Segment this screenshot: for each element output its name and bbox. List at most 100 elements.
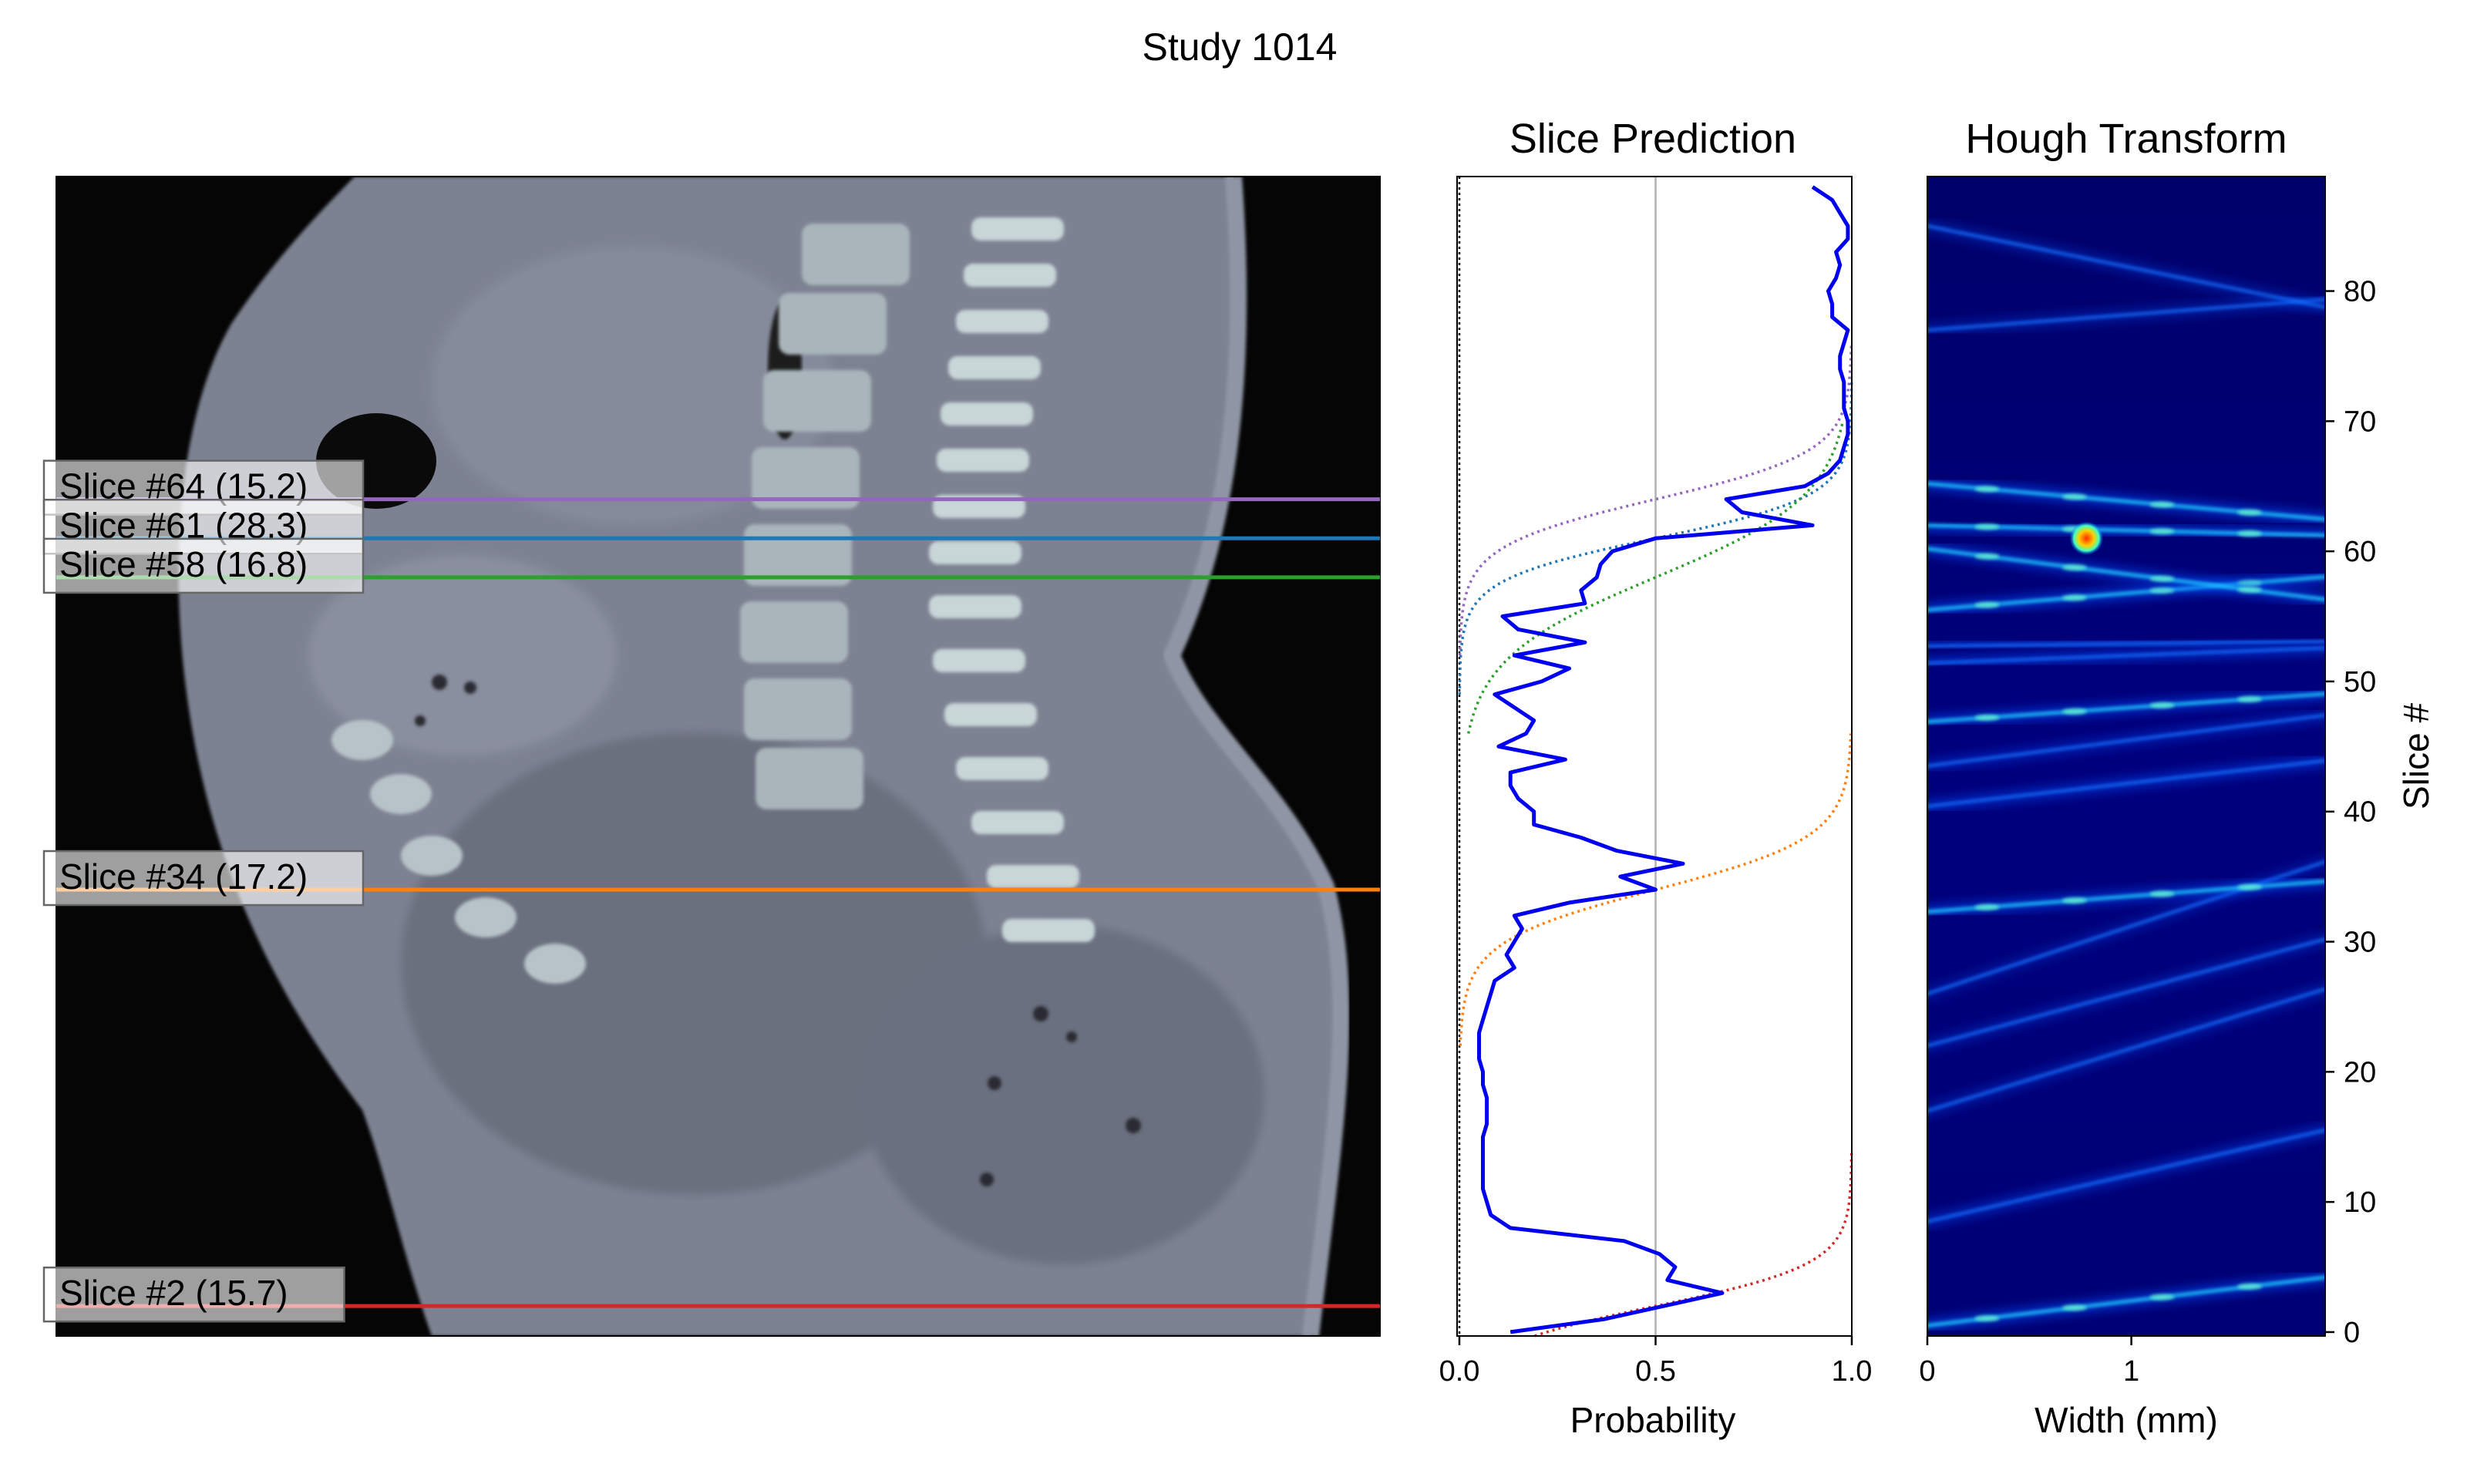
hough-line	[1927, 1128, 2325, 1223]
slice-marker-label: Slice #58 (16.8)	[42, 537, 365, 594]
hough-y-tick-label: 80	[2344, 276, 2376, 308]
hough-y-tick-label: 30	[2344, 927, 2376, 959]
hough-peak	[2149, 1294, 2175, 1301]
prediction-x-label: Probability	[1570, 1400, 1736, 1440]
slice-markers: Slice #64 (15.2)Slice #61 (28.3)Slice #5…	[42, 459, 1380, 1323]
hough-hotspot	[2069, 521, 2104, 556]
vertebral-body	[744, 678, 852, 740]
vertebra-process	[933, 649, 1025, 672]
slice-marker-text: Slice #34 (17.2)	[59, 856, 308, 897]
hough-peak	[2149, 702, 2175, 708]
hough-peak	[2149, 528, 2175, 535]
hough-y-label: Slice #	[2396, 703, 2436, 809]
vertebral-body	[779, 293, 887, 355]
vertebra-process	[1002, 919, 1095, 942]
hough-y-tick-label: 60	[2344, 536, 2376, 568]
vertebral-body	[740, 601, 848, 663]
hough-line	[1927, 646, 2325, 665]
hough-line	[1927, 937, 2325, 1048]
slice-marker-text: Slice #2 (15.7)	[59, 1273, 288, 1313]
prediction-x-tick-label: 0.5	[1635, 1355, 1676, 1388]
hough-y-tick-label: 70	[2344, 405, 2376, 438]
vertebra-process	[929, 541, 1021, 564]
hough-peak	[2236, 1283, 2262, 1290]
vertebra-process	[929, 595, 1021, 618]
ct-scan-image	[56, 177, 1380, 1336]
organ-bright	[370, 774, 432, 814]
prediction-x-tick-label: 0.0	[1439, 1355, 1480, 1388]
vertebra-process	[971, 217, 1064, 241]
hough-y-tick-label: 40	[2344, 796, 2376, 829]
hough-line	[1927, 713, 2325, 768]
vertebral-body	[763, 370, 871, 432]
hough-peak	[2149, 575, 2175, 582]
hough-peak	[1974, 904, 2000, 910]
vertebra-process	[944, 703, 1037, 726]
hough-peak	[1974, 714, 2000, 721]
slice-marker-text: Slice #58 (16.8)	[59, 544, 308, 584]
hough-peak	[2236, 509, 2262, 516]
hough-x-tick-label: 0	[1919, 1355, 1935, 1388]
vertebra-process	[956, 757, 1048, 780]
prediction-x-ticks: 0.0 0.5 1.0	[1439, 1336, 1873, 1388]
vertebral-body	[752, 447, 860, 509]
hough-title: Hough Transform	[1965, 116, 2287, 162]
hough-peak	[2061, 493, 2087, 500]
hough-peak	[2149, 501, 2175, 508]
hough-line	[1927, 298, 2325, 332]
slice-prediction-panel: Slice Prediction 0.0 0.5 1.0 Probability	[1439, 116, 1873, 1440]
hough-peak	[2149, 587, 2175, 594]
ct-image-panel: Slice #64 (15.2)Slice #61 (28.3)Slice #5…	[42, 176, 1381, 1337]
hough-peak	[2149, 890, 2175, 897]
spine-vertebrae	[332, 217, 1095, 984]
vertebra-process	[948, 356, 1041, 379]
hough-line	[1927, 639, 2325, 648]
hough-line	[1927, 987, 2325, 1112]
hough-peak	[2236, 530, 2262, 537]
hough-peak	[1974, 523, 2000, 530]
hough-peak	[2236, 587, 2262, 594]
hough-line	[1927, 759, 2325, 808]
slice-marker-label: Slice #34 (17.2)	[42, 850, 365, 907]
vertebra-process	[956, 310, 1048, 333]
hough-x-label: Width (mm)	[2035, 1400, 2218, 1440]
hough-line	[1927, 224, 2325, 309]
hough-heatmap	[1927, 177, 2325, 1336]
hough-x-tick-label: 1	[2123, 1355, 2139, 1388]
sigmoid-curve	[1466, 420, 1845, 734]
hough-y-ticks: 0 10 20 30 40 50 60 70 80	[2325, 276, 2376, 1349]
hough-y-tick-label: 50	[2344, 666, 2376, 698]
hough-peak	[2061, 897, 2087, 904]
vertebra-process	[941, 402, 1033, 426]
vertebra-process	[937, 449, 1029, 472]
organ-bright	[455, 897, 517, 937]
hough-peak	[1974, 553, 2000, 560]
vertebra-process	[987, 865, 1079, 888]
sigmoid-curve	[1458, 343, 1853, 656]
hough-y-tick-label: 0	[2344, 1317, 2360, 1349]
hough-y-tick-label: 20	[2344, 1056, 2376, 1089]
prediction-title: Slice Prediction	[1509, 116, 1796, 162]
hough-peak	[2061, 594, 2087, 601]
vertebral-body	[756, 748, 863, 809]
prediction-x-tick-label: 1.0	[1832, 1355, 1873, 1388]
hough-y-tick-label: 10	[2344, 1186, 2376, 1219]
vertebra-process	[971, 811, 1064, 834]
hough-peak	[2061, 708, 2087, 715]
organ-bright	[332, 720, 393, 760]
slice-marker-label: Slice #2 (15.7)	[42, 1266, 345, 1323]
hough-peak	[2061, 1304, 2087, 1311]
hough-peak	[1974, 1315, 2000, 1322]
hough-peak	[2236, 883, 2262, 890]
prediction-line	[1477, 185, 1850, 1334]
hough-peak	[1974, 601, 2000, 608]
hough-lines	[1927, 219, 2325, 1333]
hough-peak	[1974, 486, 2000, 493]
figure-title: Study 1014	[1143, 25, 1338, 69]
hough-peak	[2236, 695, 2262, 702]
organ-bright	[401, 836, 463, 876]
